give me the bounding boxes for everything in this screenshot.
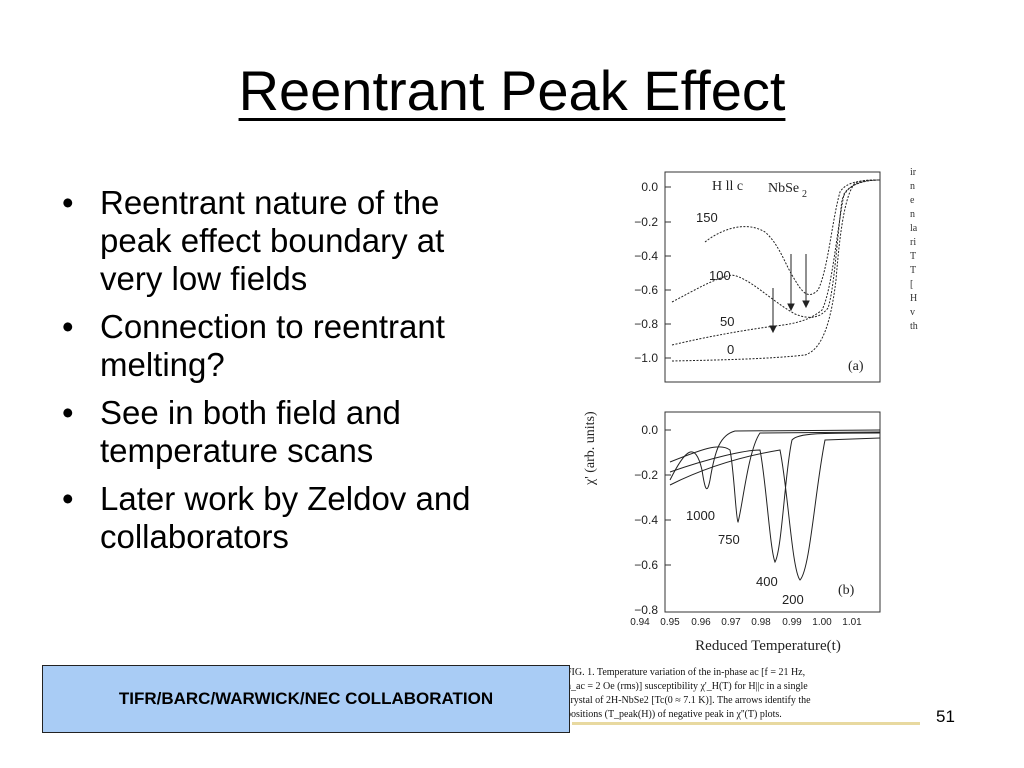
side-char: T (910, 251, 917, 262)
curve-label: 400 (756, 574, 778, 589)
curve-100 (671, 179, 881, 318)
bullet-item: • Reentrant nature of the peak effect bou… (60, 184, 480, 298)
bullet-dot-icon: • (62, 480, 74, 517)
x-tick: 1.00 (812, 617, 832, 628)
y-tick: −1.0 (634, 351, 658, 365)
y-axis-label: χ' (arb. units) (583, 411, 598, 486)
caption-line: crystal of 2H-NbSe2 [Tc(0 ≈ 7.1 K)]. The… (566, 695, 811, 706)
bullet-list: • Reentrant nature of the peak effect bou… (60, 184, 480, 566)
x-axis-label: Reduced Temperature(t) (695, 638, 841, 654)
side-char: T (910, 265, 917, 276)
bullet-item: • See in both field and temperature scans (60, 394, 480, 470)
panel-a-label: (a) (848, 359, 864, 374)
field-orientation-label: H ll c (712, 179, 743, 194)
bullet-item: • Later work by Zeldov and collaborators (60, 480, 480, 556)
x-tick: 0.98 (751, 617, 771, 628)
side-char: la (910, 223, 918, 234)
x-tick: 0.99 (782, 617, 802, 628)
curve-750 (669, 431, 881, 523)
curve-200 (669, 437, 881, 581)
y-tick: −0.6 (634, 283, 658, 297)
side-char: v (910, 307, 915, 318)
curve-label: 50 (720, 314, 734, 329)
caption-line: positions (T_peak(H)) of negative peak i… (566, 709, 782, 720)
curve-50 (671, 179, 881, 346)
material-subscript: 2 (802, 189, 807, 200)
y-tick: −0.8 (634, 317, 658, 331)
x-tick: 0.94 (630, 617, 650, 628)
cropped-column-text: ir n e n la ri T T [ H v th (910, 166, 932, 666)
side-char: ri (910, 237, 917, 248)
x-tick: 0.96 (691, 617, 711, 628)
side-char: e (910, 195, 915, 206)
y-tick: −0.6 (634, 558, 658, 572)
side-char: [ (910, 279, 914, 290)
page-number: 51 (936, 707, 955, 726)
curve-label: 750 (718, 532, 740, 547)
slide-title: Reentrant Peak Effect (238, 59, 786, 122)
side-char: th (910, 321, 918, 332)
bullet-dot-icon: • (62, 394, 74, 431)
bullet-text: Connection to reentrant melting? (100, 308, 445, 383)
side-char: n (910, 209, 915, 220)
y-tick: −0.2 (634, 215, 658, 229)
curve-1000 (669, 429, 881, 490)
side-char: ir (910, 167, 917, 178)
footer-rule (572, 722, 920, 725)
curve-label: 200 (782, 592, 804, 607)
collaboration-box: TIFR/BARC/WARWICK/NEC COLLABORATION (42, 665, 570, 733)
bullet-text: See in both field and temperature scans (100, 394, 401, 469)
side-char: H (910, 293, 918, 304)
bullet-text: Later work by Zeldov and collaborators (100, 480, 471, 555)
curve-400 (669, 432, 881, 564)
y-tick: −0.4 (634, 513, 658, 527)
x-tick: 1.01 (842, 617, 862, 628)
material-label: NbSe (768, 181, 799, 196)
y-tick: 0.0 (641, 180, 658, 194)
figure-caption: FIG. 1. Temperature variation of the in-… (566, 666, 896, 722)
curve-150 (704, 179, 881, 295)
caption-line: h_ac = 2 Oe (rms)] susceptibility χ'_H(T… (566, 681, 808, 692)
y-tick: −0.2 (634, 468, 658, 482)
y-tick: 0.0 (641, 423, 658, 437)
bullet-dot-icon: • (62, 184, 74, 221)
bullet-item: • Connection to reentrant melting? (60, 308, 480, 384)
curve-label: 1000 (686, 508, 715, 523)
x-tick: 0.97 (721, 617, 741, 628)
x-tick: 0.95 (660, 617, 680, 628)
bullet-text: Reentrant nature of the peak effect boun… (100, 184, 445, 297)
y-tick: −0.4 (634, 249, 658, 263)
curve-label: 0 (727, 342, 734, 357)
bullet-dot-icon: • (62, 308, 74, 345)
caption-line: FIG. 1. Temperature variation of the in-… (566, 667, 806, 678)
curve-0 (671, 179, 881, 362)
curve-label: 100 (709, 268, 731, 283)
panel-a-frame (664, 171, 881, 383)
panel-b-frame (664, 411, 881, 613)
curve-label: 150 (696, 210, 718, 225)
paper-figure: 0.0 −0.2 −0.4 −0.6 −0.8 −1.0 H ll c NbSe… (570, 150, 930, 670)
y-tick: −0.8 (634, 603, 658, 617)
side-char: n (910, 181, 915, 192)
panel-b-label: (b) (838, 583, 855, 598)
